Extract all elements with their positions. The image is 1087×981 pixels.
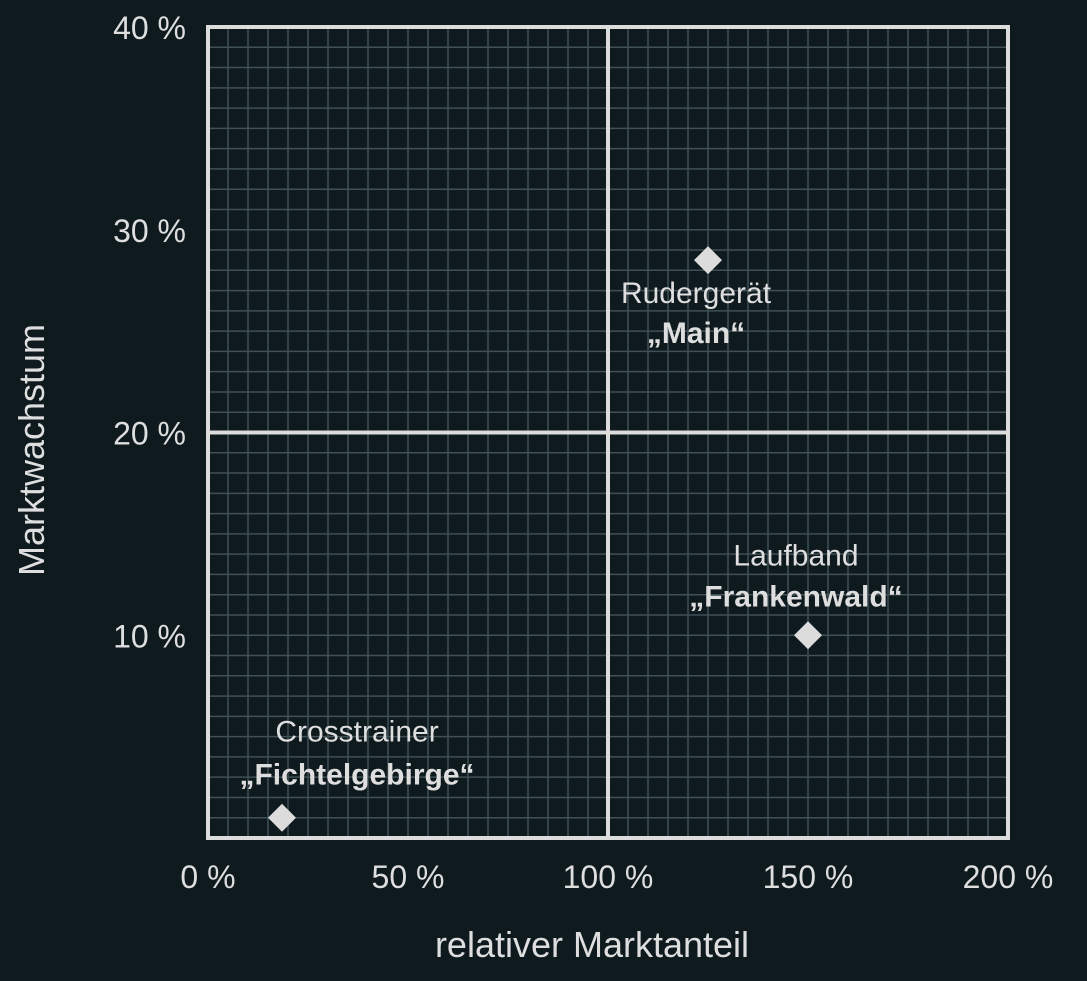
data-points: Rudergerät „Main“ Laufband „Frankenwald“ Cro… bbox=[239, 246, 903, 832]
point-label-product: „Main“ bbox=[647, 317, 745, 350]
diamond-marker bbox=[268, 803, 296, 832]
y-tick-label: 40 % bbox=[113, 10, 186, 46]
y-axis-label: Marktwachstum bbox=[11, 324, 52, 576]
point-label-product: „Frankenwald“ bbox=[689, 580, 902, 613]
point-label-name: Laufband bbox=[733, 539, 858, 572]
y-tick-label: 30 % bbox=[113, 213, 186, 249]
x-tick-label: 0 % bbox=[180, 859, 235, 895]
point-label-name: Crosstrainer bbox=[275, 716, 438, 749]
x-tick-label: 200 % bbox=[963, 859, 1054, 895]
plot-frame bbox=[206, 25, 1010, 840]
x-axis-label: relativer Marktanteil bbox=[435, 924, 749, 965]
axis-ticks: 0 % 50 % 100 % 150 % 200 % 10 % 20 % 30 % 40 % bbox=[113, 10, 1053, 895]
y-tick-label: 20 % bbox=[113, 416, 186, 452]
x-tick-label: 100 % bbox=[563, 859, 654, 895]
y-tick-label: 10 % bbox=[113, 618, 186, 654]
diamond-marker bbox=[794, 621, 822, 650]
x-tick-label: 150 % bbox=[763, 859, 854, 895]
point-label-product: „Fichtelgebirge“ bbox=[239, 759, 474, 792]
data-point-group: Rudergerät „Main“ bbox=[621, 246, 772, 350]
data-point-group: Crosstrainer „Fichtelgebirge“ bbox=[239, 716, 475, 832]
x-tick-label: 50 % bbox=[372, 859, 445, 895]
data-point-group: Laufband „Frankenwald“ bbox=[689, 539, 903, 650]
diamond-marker bbox=[694, 246, 722, 275]
point-label-name: Rudergerät bbox=[621, 277, 772, 310]
